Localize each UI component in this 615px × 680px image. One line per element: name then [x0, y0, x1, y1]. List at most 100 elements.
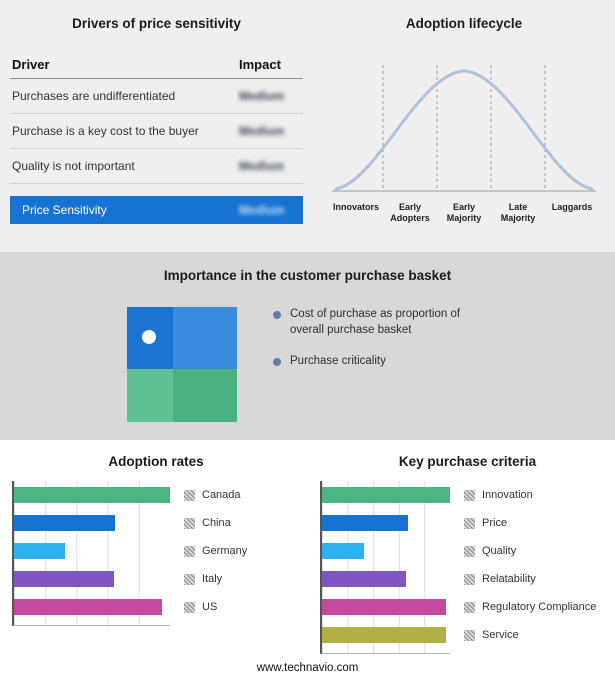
legend-item: Italy — [184, 571, 247, 587]
chart-row: Innovation Price Quality Relatability Regula… — [320, 481, 615, 654]
bar-us — [14, 599, 163, 615]
bar-italy — [14, 571, 114, 587]
legend-item: Germany — [184, 543, 247, 559]
bar-regulatory-compliance — [322, 599, 447, 615]
hatch-swatch-icon — [464, 545, 475, 557]
blurred-impact-value: Medium — [239, 159, 285, 173]
driver-cell: Quality is not important — [12, 159, 135, 173]
legend-item: Relatability — [464, 571, 596, 587]
legend-label: Canada — [202, 489, 241, 501]
legend-label: Germany — [202, 545, 248, 557]
basket-legend-item: Purchase criticality — [273, 354, 488, 370]
driver-cell: Purchases are undifferentiated — [12, 89, 176, 103]
adoption-curve-chart — [329, 45, 599, 200]
key-purchase-criteria-chart: Key purchase criteria Innovation Price Qua… — [320, 454, 615, 654]
stage-labels: Innovators Early Adopters Early Majority… — [329, 202, 599, 224]
stage-label-late-majority: Late Majority — [500, 202, 536, 223]
basket-legend: Cost of purchase as proportion of overal… — [273, 307, 488, 386]
basket-content: Cost of purchase as proportion of overal… — [0, 307, 615, 422]
bar-germany — [14, 543, 66, 559]
quadrant-matrix — [127, 307, 237, 422]
col-header-driver: Driver — [12, 57, 50, 72]
hatch-swatch-icon — [184, 601, 195, 613]
stage-label-early-adopters: Early Adopters — [390, 202, 430, 223]
hatch-swatch-icon — [184, 489, 195, 501]
purchase-basket-title: Importance in the customer purchase bask… — [163, 268, 452, 283]
hatch-swatch-icon — [184, 545, 195, 557]
legend-item: Innovation — [464, 487, 596, 503]
blurred-impact-value: Medium — [239, 124, 285, 138]
bullet-icon — [273, 311, 281, 319]
bar-innovation — [322, 487, 450, 503]
hatch-swatch-icon — [464, 489, 475, 501]
stage-label-laggards: Laggards — [551, 202, 593, 212]
bottom-section: Adoption rates Canada China Germany Italy US… — [0, 440, 615, 654]
impact-cell: Medium — [239, 159, 301, 173]
legend-item: US — [184, 599, 247, 615]
bar-china — [14, 515, 116, 531]
basket-legend-item: Cost of purchase as proportion of overal… — [273, 307, 488, 338]
footer-url: www.technavio.com — [256, 662, 359, 674]
impact-cell: Medium — [239, 89, 301, 103]
hatch-swatch-icon — [184, 517, 195, 529]
stage-label-innovators: Innovators — [332, 202, 379, 212]
legend-label: Relatability — [482, 573, 536, 585]
impact-cell: Medium — [239, 124, 301, 138]
legend-item: Regulatory Compliance — [464, 599, 596, 615]
drivers-panel: Drivers of price sensitivity Driver Impa… — [10, 8, 303, 252]
hatch-swatch-icon — [184, 573, 195, 585]
bar-canada — [14, 487, 170, 503]
summary-label: Price Sensitivity — [22, 203, 107, 217]
adoption-rates-chart: Adoption rates Canada China Germany Italy US — [12, 454, 300, 654]
legend-label: Price — [482, 517, 508, 529]
matrix-marker-dot — [142, 330, 156, 344]
hatch-swatch-icon — [464, 517, 475, 529]
chart-legend: Canada China Germany Italy US — [184, 481, 247, 626]
col-header-impact: Impact — [239, 57, 281, 72]
chart-legend: Innovation Price Quality Relatability Regula… — [464, 481, 596, 654]
table-row: Purchase is a key cost to the buyer Medi… — [10, 114, 303, 149]
legend-label: Innovation — [482, 489, 533, 501]
bar-service — [322, 627, 447, 643]
adoption-curve-svg — [332, 65, 596, 192]
chart-row: Canada China Germany Italy US — [12, 481, 300, 626]
bar-price — [322, 515, 408, 531]
bar-relatability — [322, 571, 407, 587]
hatch-swatch-icon — [464, 601, 475, 613]
bar-quality — [322, 543, 365, 559]
legend-label: Quality — [482, 545, 517, 557]
basket-legend-label: Cost of purchase as proportion of overal… — [290, 308, 461, 336]
purchase-basket-section: Importance in the customer purchase bask… — [0, 252, 615, 440]
quadrant-top-right — [173, 307, 237, 369]
lifecycle-title: Adoption lifecycle — [405, 16, 523, 31]
top-section: Drivers of price sensitivity Driver Impa… — [0, 0, 615, 252]
legend-label: US — [202, 601, 218, 613]
legend-item: Price — [464, 515, 596, 531]
legend-item: China — [184, 515, 247, 531]
blurred-impact-value: Medium — [239, 203, 285, 217]
driver-cell: Purchase is a key cost to the buyer — [12, 124, 199, 138]
legend-label: Service — [482, 629, 519, 641]
hatch-swatch-icon — [464, 573, 475, 585]
legend-item: Canada — [184, 487, 247, 503]
legend-label: China — [202, 517, 231, 529]
impact-cell: Medium — [239, 203, 301, 217]
adoption-rates-title: Adoption rates — [108, 454, 204, 469]
quadrant-bottom-right — [173, 369, 237, 422]
drivers-table-header: Driver Impact — [10, 51, 303, 79]
key-purchase-criteria-title: Key purchase criteria — [398, 454, 537, 469]
price-sensitivity-summary-row: Price Sensitivity Medium — [10, 196, 303, 224]
lifecycle-panel: Adoption lifecycle Innovators Early Adop… — [325, 8, 603, 252]
legend-label: Italy — [202, 573, 223, 585]
legend-label: Regulatory Compliance — [482, 601, 597, 613]
legend-item: Service — [464, 627, 596, 643]
bar-plot — [12, 481, 170, 626]
table-row: Quality is not important Medium — [10, 149, 303, 184]
hatch-swatch-icon — [464, 629, 475, 641]
basket-legend-label: Purchase criticality — [290, 355, 386, 368]
stage-label-early-majority: Early Majority — [446, 202, 482, 223]
table-row: Purchases are undifferentiated Medium — [10, 79, 303, 114]
blurred-impact-value: Medium — [239, 89, 285, 103]
bell-curve — [334, 69, 594, 191]
